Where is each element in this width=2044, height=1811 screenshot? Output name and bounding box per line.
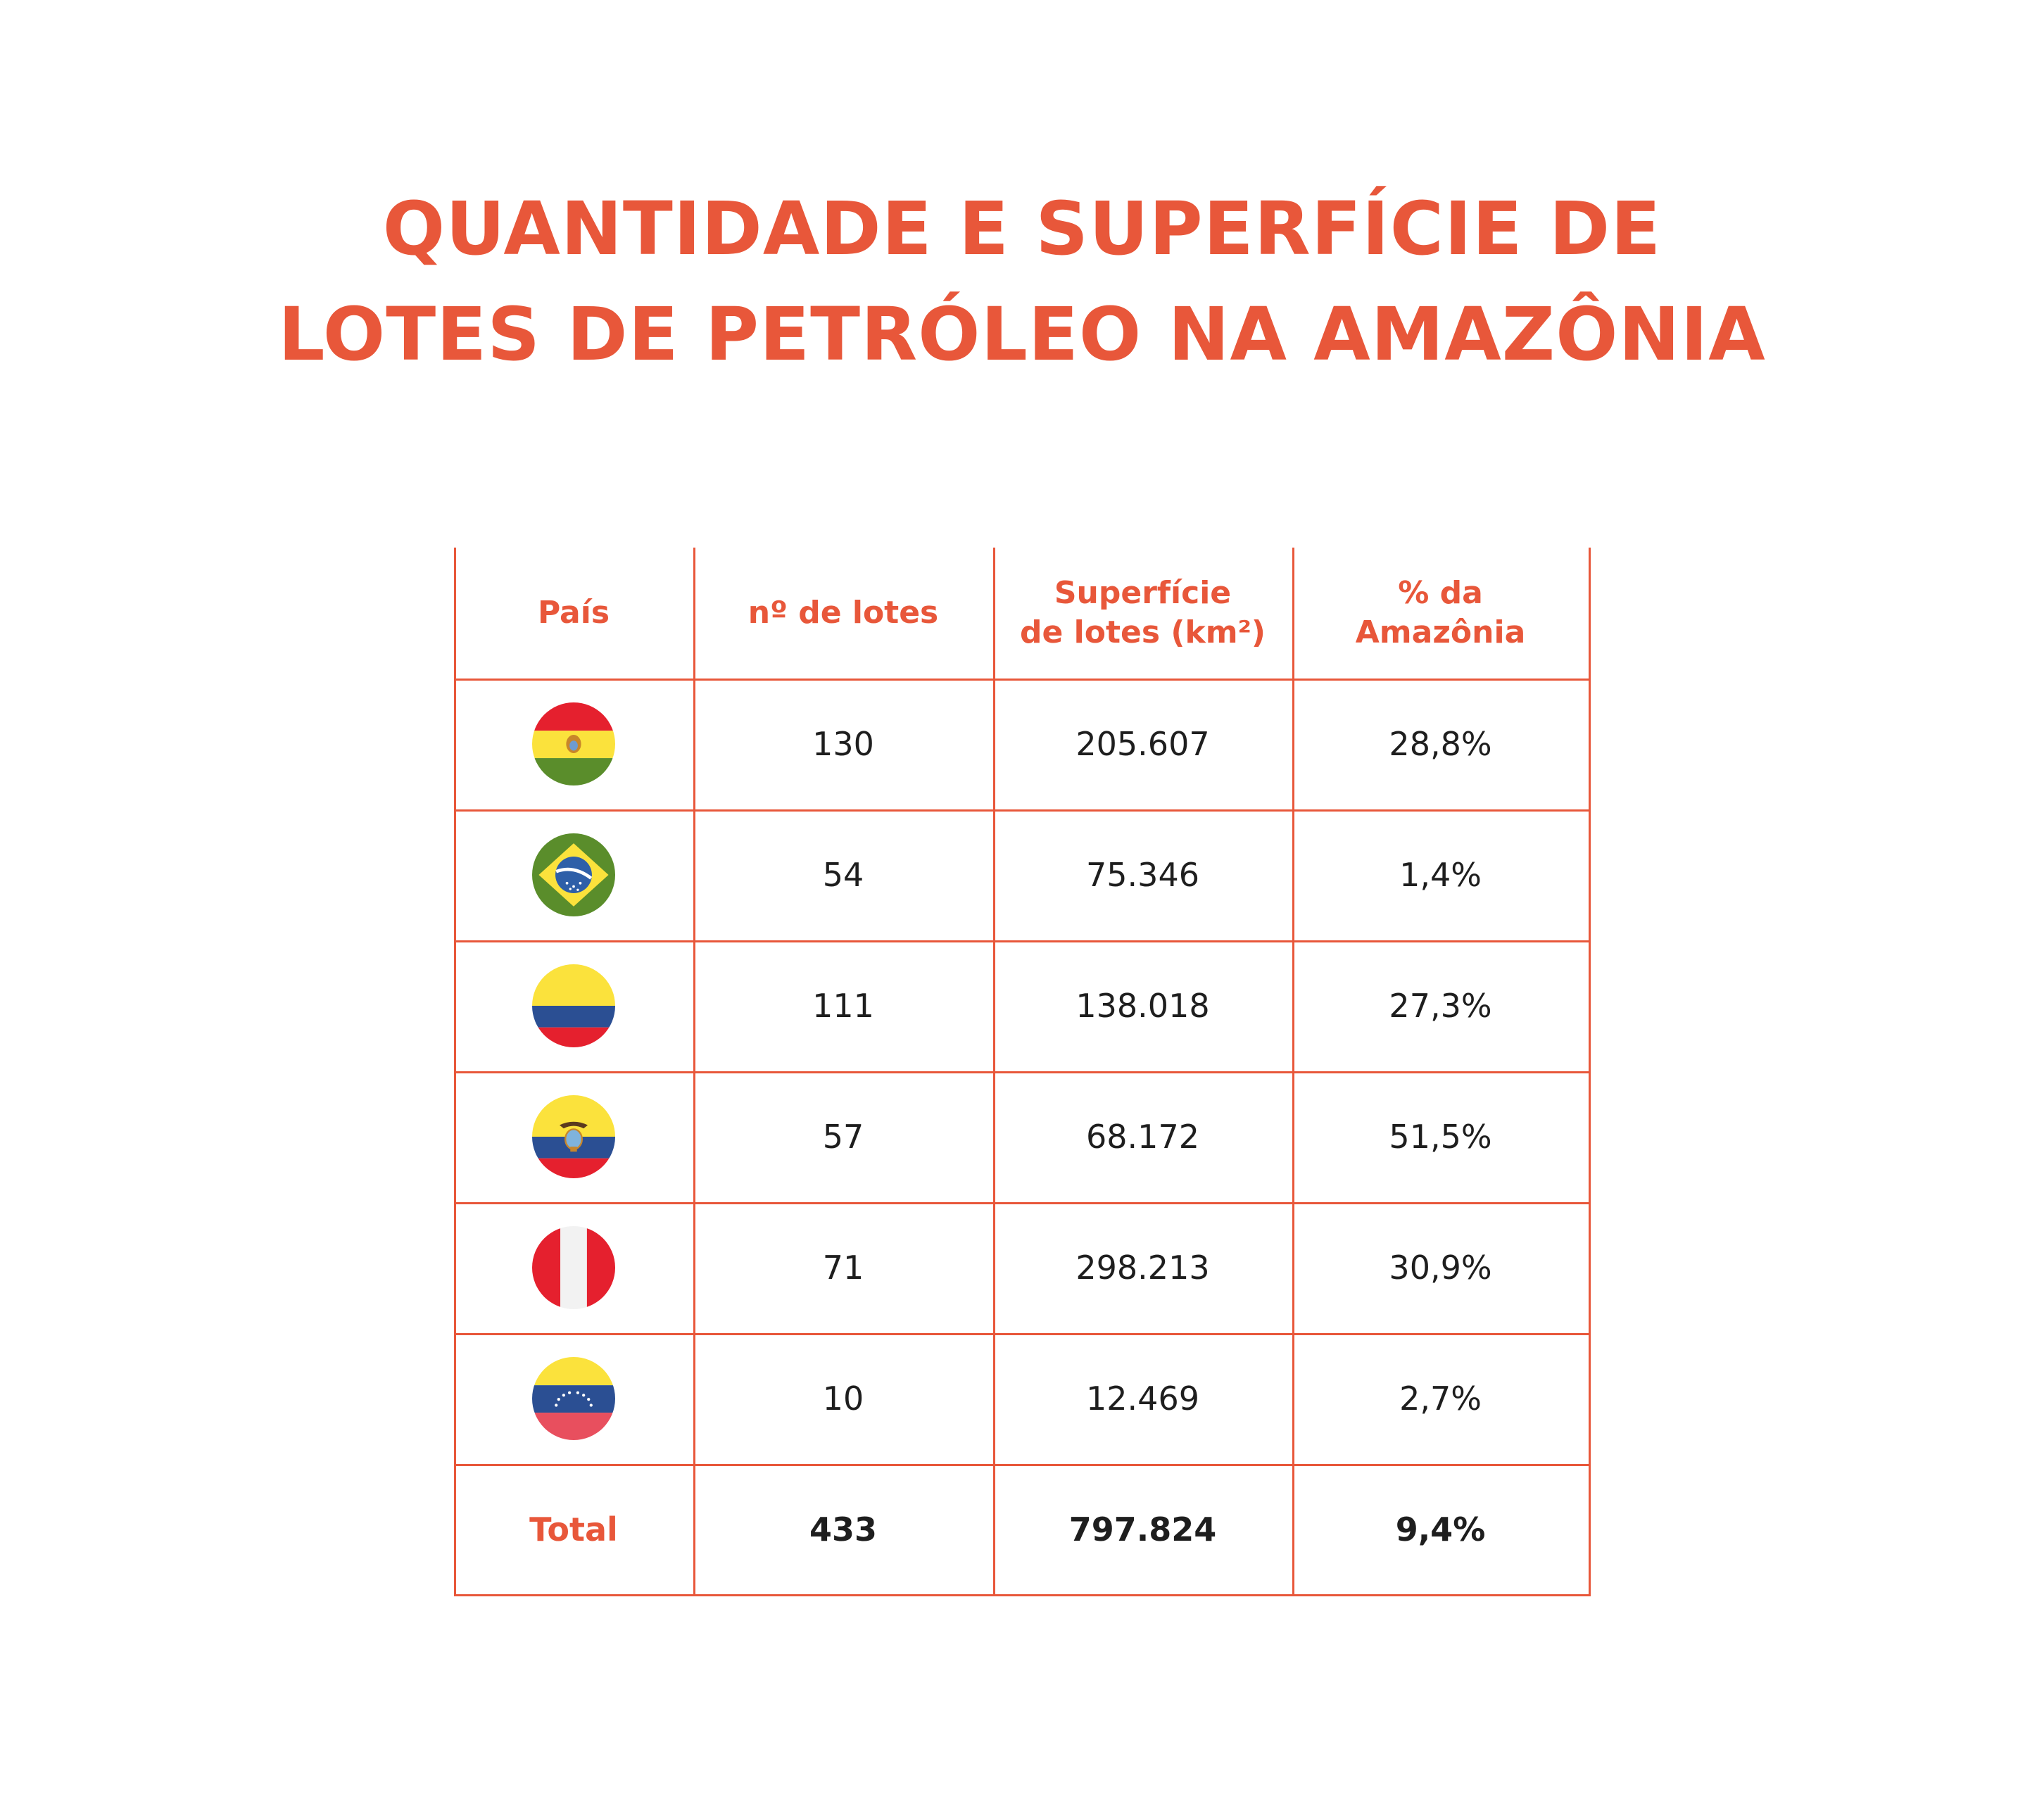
header-lotes: nº de lotes (693, 548, 993, 679)
total-label: Total (529, 1510, 618, 1548)
header-lotes-label: nº de lotes (747, 595, 939, 631)
total-lotes: 433 (809, 1510, 878, 1548)
header-pct-line-1: % da (1398, 575, 1483, 611)
bolivia-flag-icon (532, 702, 615, 785)
colombia-flag-icon (532, 964, 615, 1047)
table-border (454, 1594, 1591, 1596)
header-superficie: Superfície de lotes (km²) (993, 548, 1292, 679)
table-cell-pct: 1,4% (1399, 856, 1482, 894)
table-cell-superficie: 68.172 (1086, 1118, 1199, 1156)
table-row-flag (454, 679, 693, 809)
table-cell-superficie: 12.469 (1086, 1380, 1199, 1418)
table-cell-lotes: 111 (812, 987, 874, 1025)
table-cell-pct: 30,9% (1389, 1249, 1492, 1287)
header-pais: País (454, 548, 693, 679)
table-border (454, 1071, 1591, 1073)
total-superficie: 797.824 (1068, 1510, 1217, 1548)
table-row-flag (454, 809, 693, 940)
header-pct-line-2: Amazônia (1355, 614, 1526, 650)
table-border (454, 679, 1591, 681)
table-cell-lotes: 71 (822, 1249, 864, 1287)
total-pct: 9,4% (1395, 1510, 1486, 1548)
table-cell-pct: 2,7% (1399, 1380, 1482, 1418)
table-cell-lotes: 57 (822, 1118, 864, 1156)
venezuela-flag-icon (532, 1357, 615, 1440)
table-cell-pct: 28,8% (1389, 725, 1492, 763)
header-pct: % da Amazônia (1292, 548, 1589, 679)
table-cell-lotes: 10 (822, 1380, 864, 1418)
title-line-1: QUANTIDADE E SUPERFÍCIE DE (382, 186, 1662, 272)
table-border (454, 1333, 1591, 1335)
table-cell-superficie: 205.607 (1075, 725, 1210, 763)
table-row-flag (454, 1202, 693, 1333)
table-cell-superficie: 298.213 (1075, 1249, 1210, 1287)
table-cell-lotes: 130 (812, 725, 874, 763)
header-superficie-line-2: de lotes (km²) (1020, 614, 1266, 650)
header-pais-label: País (537, 595, 610, 631)
ecuador-flag-icon (532, 1095, 615, 1178)
page-title: QUANTIDADE E SUPERFÍCIE DE LOTES DE PETR… (0, 176, 2044, 387)
table-row-flag (454, 1071, 693, 1202)
table-border (454, 940, 1591, 942)
header-superficie-line-1: Superfície (1054, 575, 1232, 611)
data-table: País nº de lotes Superfície de lotes (km… (454, 548, 1591, 1596)
table-border (454, 809, 1591, 812)
peru-flag-icon (532, 1226, 615, 1309)
table-border (454, 1464, 1591, 1466)
table-cell-pct: 27,3% (1389, 987, 1492, 1025)
table-border (454, 1202, 1591, 1204)
table-cell-superficie: 138.018 (1075, 987, 1210, 1025)
table-row-flag (454, 1333, 693, 1464)
table-cell-pct: 51,5% (1389, 1118, 1492, 1156)
table-row-flag (454, 940, 693, 1071)
table-cell-lotes: 54 (822, 856, 864, 894)
brazil-flag-icon (532, 833, 615, 916)
title-line-2: LOTES DE PETRÓLEO NA AMAZÔNIA (278, 291, 1766, 377)
table-cell-superficie: 75.346 (1086, 856, 1199, 894)
